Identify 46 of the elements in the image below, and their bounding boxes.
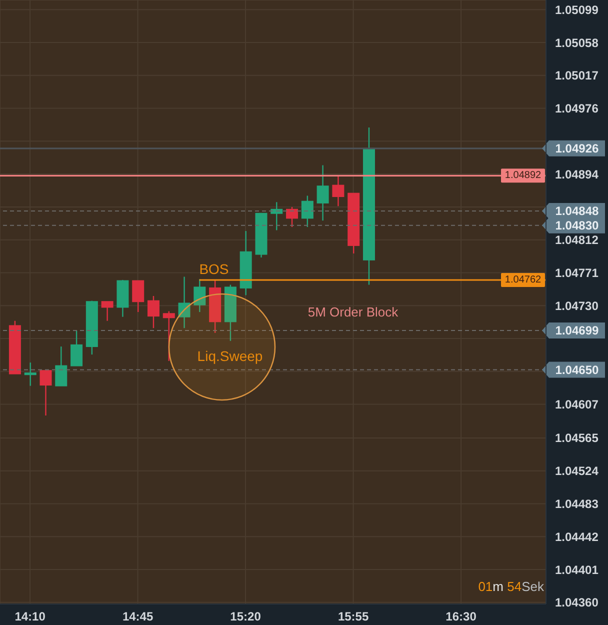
candlestick [178, 276, 190, 329]
y-tick-label: 1.05058 [555, 36, 599, 50]
candlestick [301, 195, 314, 228]
ref-line-label: 1.04830 [555, 218, 600, 232]
ref-line-label: 1.04848 [555, 204, 600, 218]
y-tick-label: 1.04524 [555, 464, 599, 478]
candlestick [286, 206, 298, 228]
annotation: 5M Order Block [308, 304, 399, 320]
data-label: 1.04762 [504, 274, 542, 286]
candlestick [55, 346, 68, 386]
ref-line-label: 1.04926 [555, 141, 600, 156]
y-tick-label: 1.04976 [555, 102, 599, 116]
candlestick [316, 164, 329, 222]
annotation: BOS [199, 261, 229, 277]
candlestick [70, 330, 83, 366]
candlestick [40, 370, 52, 416]
candlestick [101, 301, 114, 322]
y-tick-label: 1.04894 [555, 167, 599, 182]
x-tick-label: 14:10 [14, 610, 46, 624]
candlestick [147, 295, 160, 329]
y-tick-label: 1.04812 [555, 233, 599, 248]
x-tick-label: 14:45 [122, 610, 154, 624]
candlestick [162, 310, 175, 362]
x-tick-label: 16:30 [446, 610, 477, 624]
y-tick-label: 1.04565 [555, 431, 599, 446]
y-tick-label: 1.04607 [555, 398, 599, 412]
ref-line-label: 1.04650 [555, 362, 600, 377]
y-tick-label: 1.04483 [555, 496, 599, 511]
y-tick-label: 1.04771 [555, 266, 599, 280]
candlestick [194, 278, 206, 313]
y-tick-label: 1.04730 [555, 298, 599, 313]
annotation: 01m 54Sek [478, 578, 544, 594]
ref-line-label: 1.04892 [504, 170, 542, 182]
candlestick [24, 362, 36, 386]
y-tick-label: 1.04401 [555, 562, 599, 577]
candlestick [132, 280, 144, 313]
y-tick-label: 1.04442 [555, 530, 599, 544]
x-tick-label: 15:55 [338, 610, 369, 624]
candlestick [270, 202, 283, 231]
ref-line-label: 1.04699 [555, 323, 600, 338]
y-tick-label: 1.04360 [555, 596, 599, 610]
y-tick-label: 1.05099 [555, 2, 599, 17]
x-tick-label: 15:20 [230, 610, 262, 624]
y-tick-label: 1.05017 [555, 68, 599, 83]
candlestick [332, 176, 344, 207]
annotation: Liq.Sweep [197, 348, 263, 364]
